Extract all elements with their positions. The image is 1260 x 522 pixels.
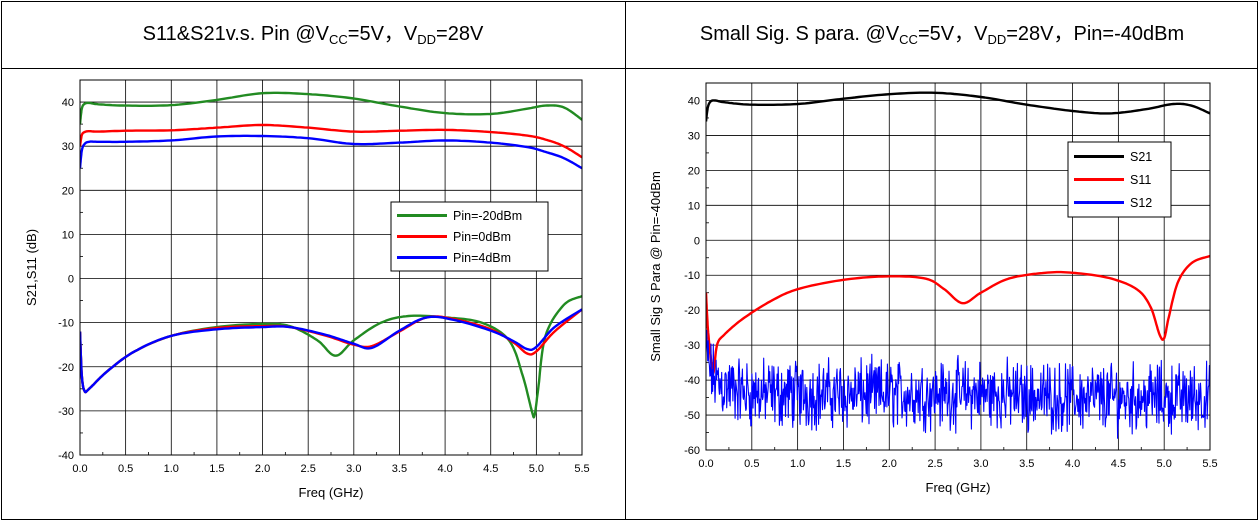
x-tick-label: 0.0 — [698, 458, 713, 470]
series-line-s11-3 — [80, 295, 582, 419]
y-tick-label: 10 — [62, 229, 74, 241]
legend-label: S12 — [1130, 196, 1152, 210]
legend: Pin=-20dBm Pin=0dBm Pin=4dBm — [390, 201, 549, 272]
y-tick-label: 30 — [688, 130, 700, 142]
x-tick-label: 1.5 — [209, 463, 224, 475]
x-tick-label: 3.0 — [973, 458, 988, 470]
y-axis-label: Small Sig S Para @ Pin=-40dBm — [648, 171, 663, 362]
y-tick-label: 0 — [68, 274, 74, 286]
y-tick-label: 40 — [62, 97, 74, 109]
y-tick-label: -60 — [684, 445, 700, 457]
right-chart-title: Small Sig. S para. @VCC=5V，VDD=28V，Pin=-… — [699, 23, 1185, 47]
x-tick-label: 3.5 — [392, 463, 407, 475]
x-axis-label: Freq (GHz) — [926, 480, 991, 495]
series-line-s11-4 — [80, 308, 582, 394]
series-line-s21-2 — [80, 134, 582, 170]
y-tick-label: -20 — [58, 362, 74, 374]
y-tick-label: -10 — [58, 318, 74, 330]
x-tick-label: 3.0 — [346, 463, 361, 475]
x-tick-label: 5.5 — [574, 463, 589, 475]
y-tick-label: -10 — [684, 270, 700, 282]
x-tick-label: 2.0 — [255, 463, 270, 475]
y-axis-label: S21,S11 (dB) — [24, 229, 39, 306]
x-tick-label: 4.5 — [483, 463, 498, 475]
x-tick-label: 0.5 — [744, 458, 759, 470]
x-tick-label: 4.0 — [437, 463, 452, 475]
y-tick-label: 20 — [62, 185, 74, 197]
y-tick-label: -40 — [58, 450, 74, 462]
x-tick-label: 2.5 — [301, 463, 316, 475]
s21-s11-vs-pin-chart: 0.0 0.5 1.0 1.5 2.0 2.5 3.0 3.5 4.0 4.5 5.0 5.5 -40 -… — [24, 79, 590, 500]
y-tick-label: 20 — [688, 165, 700, 177]
y-tick-label: -30 — [58, 406, 74, 418]
y-tick-label: -50 — [684, 410, 700, 422]
legend: S21 S11 S12 — [1067, 141, 1172, 218]
x-tick-label: 3.5 — [1019, 458, 1034, 470]
title-row-divider — [1, 68, 1258, 69]
left-chart-title: S11&S21v.s. Pin @VCC=5V，VDD=28V — [142, 23, 484, 47]
series-line-s21-0 — [80, 91, 582, 125]
plot-area-border — [79, 79, 583, 456]
small-signal-s-params-chart: 0.0 0.5 1.0 1.5 2.0 2.5 3.0 3.5 4.0 4.5 5.0 5.5 -60 -… — [648, 82, 1218, 495]
y-tick-label: -40 — [684, 375, 700, 387]
x-tick-label: 4.5 — [1111, 458, 1126, 470]
y-tick-label: 30 — [62, 141, 74, 153]
x-tick-label: 5.0 — [1157, 458, 1172, 470]
x-tick-label: 5.0 — [529, 463, 544, 475]
legend-label: S21 — [1130, 150, 1152, 164]
y-tick-label: 0 — [694, 235, 700, 247]
x-tick-label: 4.0 — [1065, 458, 1080, 470]
series-line-s11-5 — [80, 308, 582, 394]
series-line-1 — [706, 254, 1210, 375]
x-tick-label: 0.5 — [118, 463, 133, 475]
legend-label: S11 — [1130, 173, 1151, 187]
x-tick-label: 1.0 — [790, 458, 805, 470]
series-line-2 — [706, 329, 1210, 439]
legend-label: Pin=-20dBm — [453, 209, 522, 223]
x-tick-label: 0.0 — [72, 463, 87, 475]
x-tick-label: 1.0 — [164, 463, 179, 475]
x-tick-label: 5.5 — [1202, 458, 1217, 470]
y-tick-label: -30 — [684, 340, 700, 352]
y-tick-label: 40 — [688, 95, 700, 107]
series-line-0 — [706, 91, 1210, 122]
x-axis-label: Freq (GHz) — [299, 485, 364, 500]
panel-divider — [625, 1, 626, 520]
plot-area-border — [705, 82, 1211, 451]
y-tick-label: -20 — [684, 305, 700, 317]
series-line-s21-1 — [80, 123, 582, 159]
x-tick-label: 1.5 — [836, 458, 851, 470]
legend-label: Pin=4dBm — [453, 251, 511, 265]
legend-label: Pin=0dBm — [453, 230, 511, 244]
y-tick-label: 10 — [688, 200, 700, 212]
x-tick-label: 2.5 — [927, 458, 942, 470]
x-tick-label: 2.0 — [882, 458, 897, 470]
